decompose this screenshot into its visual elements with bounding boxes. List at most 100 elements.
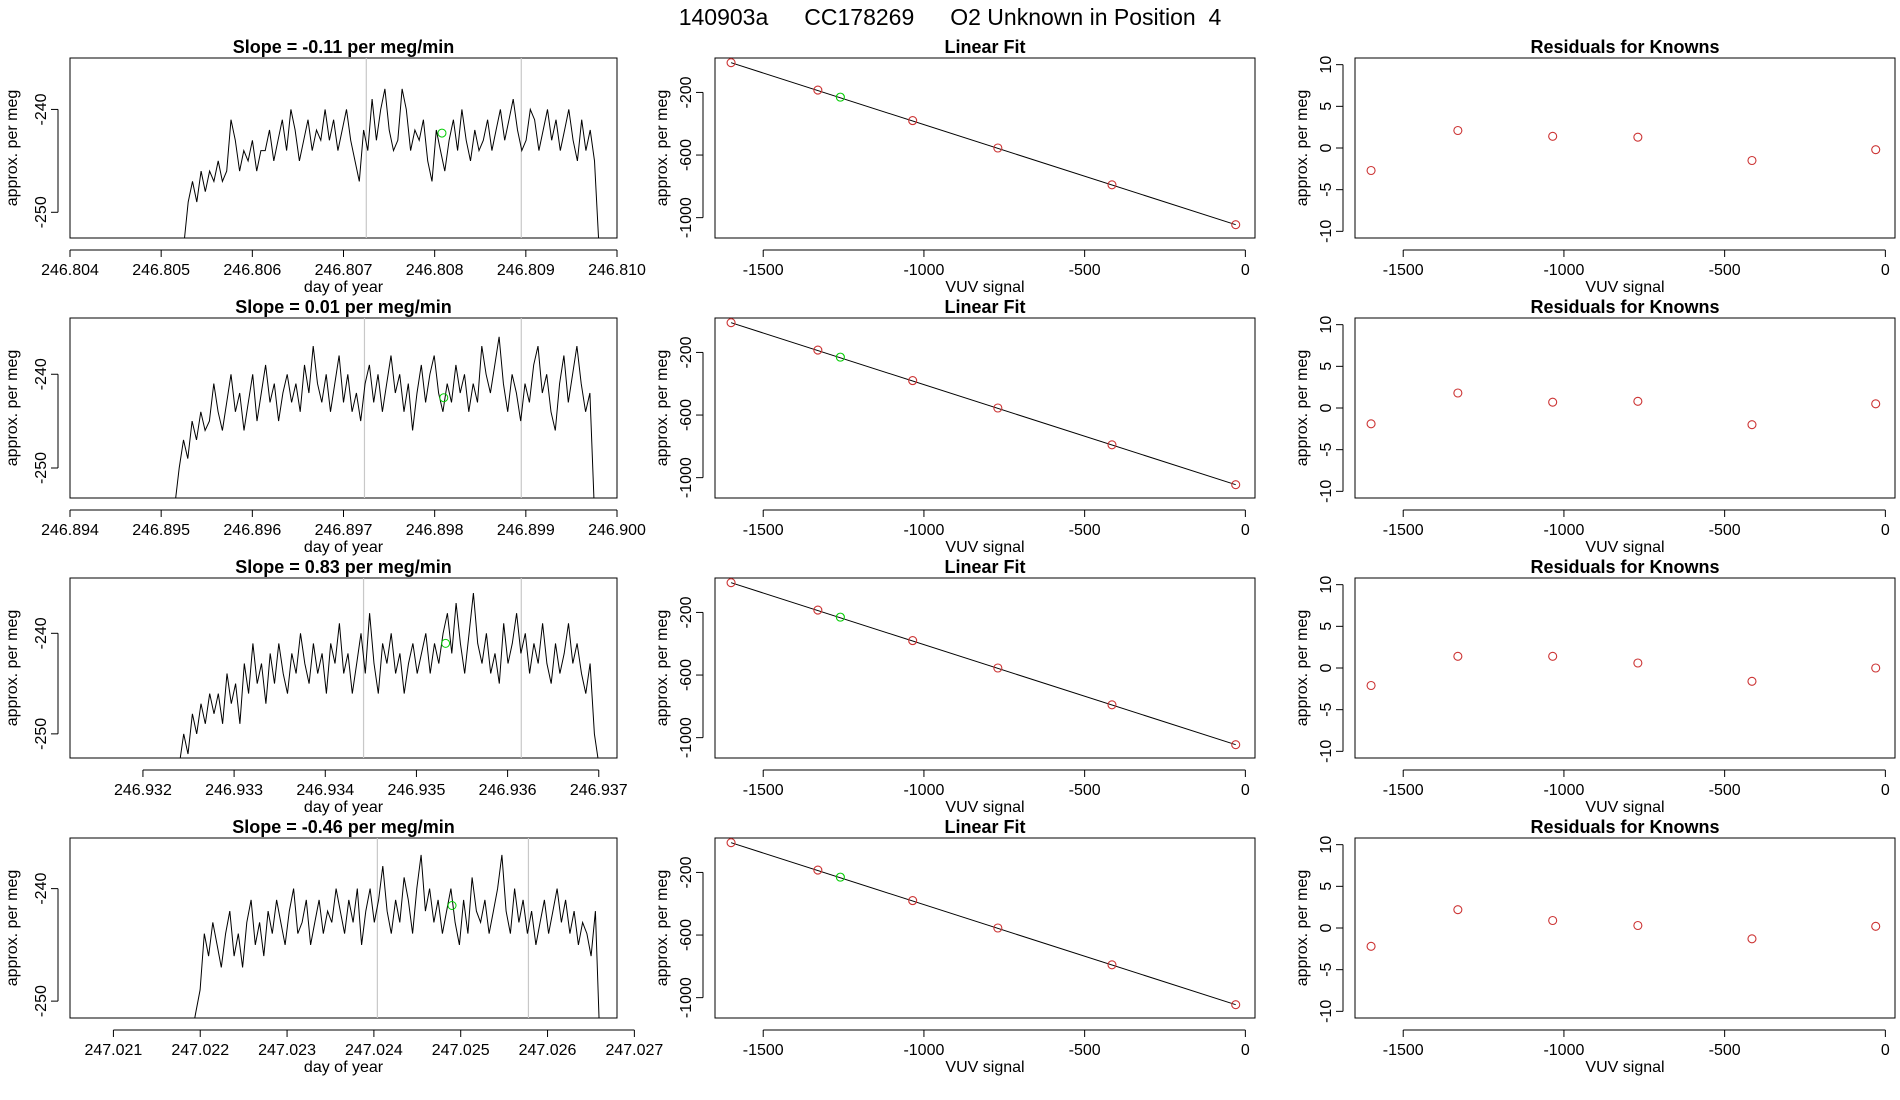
panel-7-x-tick-label: 246.935: [388, 782, 446, 799]
panel-7-x-axis-label: day of year: [304, 799, 384, 816]
panel-11-x-tick-label: 0: [1241, 1042, 1250, 1059]
panel-5-known-point: [726, 318, 736, 328]
panel-8-x-tick-label: 0: [1241, 782, 1250, 799]
panel-5-x-tick-label: -500: [1069, 522, 1101, 539]
panel-11-unknown-point: [835, 872, 845, 882]
panel-11-y-tick-label: -600: [678, 919, 695, 951]
panel-1-x-axis-label: day of year: [304, 279, 384, 296]
panel-8-known-point: [908, 636, 918, 646]
panel-9-known-point: [1871, 663, 1881, 673]
panel-8-y-axis-label: approx. per meg: [654, 610, 671, 727]
panel-9-x-tick-label: -1500: [1383, 782, 1424, 799]
panel-9-x-tick-label: 0: [1881, 782, 1890, 799]
panel-5-y-tick-label: -1000: [678, 457, 695, 498]
panel-9-x-tick-label: -500: [1709, 782, 1741, 799]
panel-1-plot-frame: [69, 57, 618, 239]
panel-1-x-tick-label: 246.808: [406, 262, 464, 279]
panel-11-y-tick-label: -1000: [678, 977, 695, 1018]
panel-3-known-point: [1548, 131, 1558, 141]
panel-9-known-point: [1548, 651, 1558, 661]
panel-6-y-tick-label: 10: [1318, 316, 1335, 334]
panel-6-known-point: [1633, 396, 1643, 406]
panel-7-x-tick-label: 246.937: [570, 782, 628, 799]
panel-5-known-point: [993, 403, 1003, 413]
panel-9-y-tick-label: -10: [1318, 740, 1335, 763]
panel-4-x-tick-label: 246.900: [588, 522, 646, 539]
panel-1-x-tick-label: 246.810: [588, 262, 646, 279]
panel-11-y-axis-label: approx. per meg: [654, 870, 671, 987]
panel-3-known-point: [1747, 155, 1757, 166]
panel-11-known-point: [1231, 1000, 1241, 1010]
panel-6-y-axis-label: approx. per meg: [1294, 350, 1311, 467]
panel-8-known-point: [993, 663, 1003, 673]
panel-3-x-tick-label: -1000: [1543, 262, 1584, 279]
panel-9-known-point: [1747, 676, 1757, 686]
panel-1-title: Slope = -0.11 per meg/min: [233, 37, 455, 57]
panel-7-unknown-point: [441, 638, 451, 648]
panel-5-known-point: [1107, 440, 1117, 450]
panel-10-unknown-point: [447, 901, 457, 910]
panel-12-known-point: [1633, 920, 1643, 931]
panel-6-x-tick-label: -1000: [1543, 522, 1584, 539]
panel-6-x-tick-label: -1500: [1383, 522, 1424, 539]
panel-11-x-tick-label: -1000: [903, 1042, 944, 1059]
panel-12-known-point: [1871, 921, 1881, 931]
panel-4-x-tick-label: 246.894: [41, 522, 99, 539]
panel-2-x-axis-label: VUV signal: [945, 279, 1024, 296]
panel-2-x-tick-label: -500: [1069, 262, 1101, 279]
panel-4-x-tick-label: 246.896: [223, 522, 281, 539]
panel-12-y-tick-label: -5: [1318, 962, 1335, 976]
panel-12-y-axis-label: approx. per meg: [1294, 870, 1311, 987]
panel-12-known-point: [1453, 905, 1463, 915]
panel-3-y-tick-label: 10: [1318, 56, 1335, 74]
panel-8-x-tick-label: -1000: [903, 782, 944, 799]
panel-5-fit-line: [730, 322, 1236, 486]
panel-11-plot-frame: [714, 837, 1256, 1019]
panel-5-x-tick-label: -1500: [743, 522, 784, 539]
panel-9-y-tick-label: 10: [1318, 576, 1335, 594]
panel-12-y-tick-label: 0: [1318, 923, 1335, 932]
panel-2-known-point: [813, 85, 823, 95]
panel-7-y-tick-label: -240: [33, 617, 50, 649]
panel-12-x-tick-label: -1000: [1543, 1042, 1584, 1059]
panel-2-title: Linear Fit: [944, 37, 1025, 57]
panel-12-x-tick-label: -500: [1709, 1042, 1741, 1059]
panel-8-known-point: [813, 605, 823, 615]
panel-5-known-point: [1231, 480, 1241, 490]
run-description: O2 Unknown in Position 4: [950, 4, 1222, 30]
panel-2-known-point: [1231, 220, 1241, 230]
panel-12-known-point: [1366, 941, 1376, 951]
panel-3-y-tick-label: -10: [1318, 220, 1335, 243]
panel-6-known-point: [1366, 419, 1376, 429]
panel-4-plot-frame: [69, 317, 618, 499]
panel-11-known-point: [1107, 960, 1117, 970]
panel-3-y-tick-label: 0: [1318, 143, 1335, 152]
panel-3-known-point: [1633, 132, 1643, 142]
panel-5-y-tick-label: -200: [678, 336, 695, 368]
panel-7-series-line: [179, 593, 599, 758]
panel-10-title: Slope = -0.46 per meg/min: [232, 817, 455, 837]
panel-3-x-tick-label: -1500: [1383, 262, 1424, 279]
panel-10-x-tick-label: 247.025: [432, 1042, 490, 1059]
panel-11-x-tick-label: -500: [1069, 1042, 1101, 1059]
panel-2-known-point: [993, 143, 1003, 153]
panel-12-known-point: [1548, 915, 1558, 926]
panel-10-x-tick-label: 247.026: [519, 1042, 577, 1059]
panel-12-plot-frame: [1354, 837, 1896, 1019]
panel-5-x-tick-label: 0: [1241, 522, 1250, 539]
panel-6-known-point: [1747, 420, 1757, 430]
panel-3-x-axis-label: VUV signal: [1585, 279, 1664, 296]
panel-9-x-axis-label: VUV signal: [1585, 799, 1664, 816]
panel-2-known-point: [726, 58, 736, 68]
panel-4-y-tick-label: -250: [33, 452, 50, 484]
panel-10-y-tick-label: -250: [33, 985, 50, 1017]
panel-8-x-tick-label: -1500: [743, 782, 784, 799]
panel-8-y-tick-label: -1000: [678, 717, 695, 758]
panel-11-known-point: [908, 896, 918, 906]
panel-6-x-tick-label: 0: [1881, 522, 1890, 539]
panel-8-plot-frame: [714, 577, 1256, 759]
panel-5-known-point: [908, 376, 918, 386]
panel-10-x-tick-label: 247.027: [605, 1042, 663, 1059]
panel-5-y-tick-label: -600: [678, 399, 695, 431]
